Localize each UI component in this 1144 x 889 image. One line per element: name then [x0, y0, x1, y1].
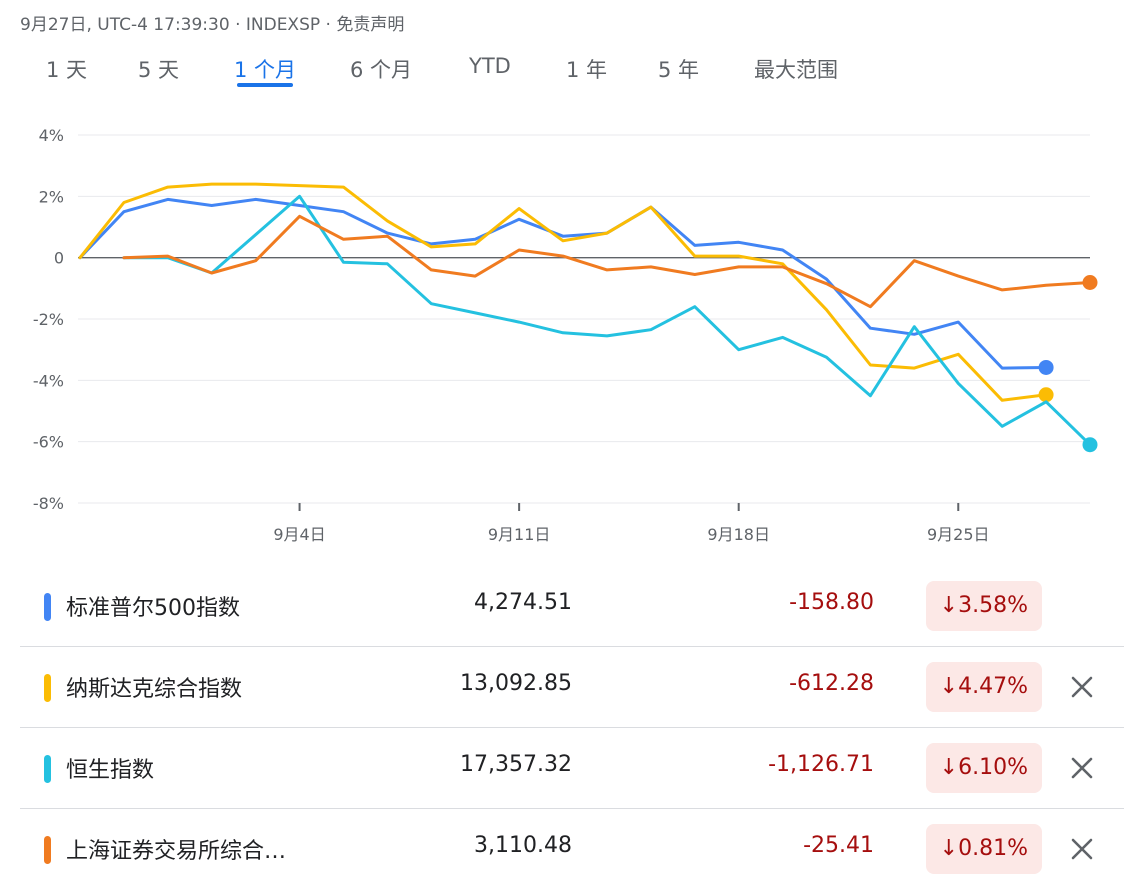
tab-range-4[interactable]: YTD [469, 54, 511, 78]
percent-change-badge: ↓0.81% [925, 824, 1042, 874]
series-endpoint-nasdaq [1038, 387, 1054, 403]
y-tick-label: -4% [33, 371, 64, 390]
y-tick-label: -6% [33, 433, 64, 452]
percent-change-badge: ↓6.10% [925, 743, 1042, 793]
y-tick-label: 4% [39, 126, 64, 145]
tab-range-1[interactable]: 5 天 [138, 58, 180, 82]
series-endpoint-shanghai [1082, 275, 1098, 291]
tab-range-7[interactable]: 最大范围 [754, 58, 838, 82]
index-value: 3,110.48 [474, 833, 572, 858]
header-meta: 9月27日, UTC-4 17:39:30 · INDEXSP · 免责声明 [20, 15, 405, 35]
series-line-nasdaq [78, 182, 1048, 402]
series-endpoint-hangseng [1082, 437, 1098, 453]
index-name: 纳斯达克综合指数 [66, 677, 243, 702]
index-value: 4,274.51 [474, 590, 572, 615]
tab-range-0[interactable]: 1 天 [46, 58, 88, 82]
index-row[interactable]: 标准普尔500指数 4,274.51 -158.80 ↓3.58% [20, 566, 1124, 647]
index-name: 标准普尔500指数 [66, 596, 240, 621]
tab-range-2[interactable]: 1 个月 [234, 58, 297, 82]
index-change: -612.28 [789, 671, 874, 696]
index-change: -1,126.71 [768, 752, 874, 777]
tab-range-3[interactable]: 6 个月 [350, 58, 413, 82]
remove-comparison-button[interactable] [1068, 754, 1096, 782]
index-list: 标准普尔500指数 4,274.51 -158.80 ↓3.58% 纳斯达克综合指数 13… [20, 566, 1124, 889]
close-icon [1071, 757, 1093, 779]
y-tick-label: 2% [39, 187, 64, 206]
series-color-swatch [44, 836, 51, 864]
index-row[interactable]: 上海证券交易所综合… 3,110.48 -25.41 ↓0.81% [20, 809, 1124, 889]
remove-comparison-button[interactable] [1068, 673, 1096, 701]
active-tab-indicator [237, 83, 293, 87]
index-value: 17,357.32 [460, 752, 572, 777]
index-change: -25.41 [803, 833, 874, 858]
series-color-swatch [44, 755, 51, 783]
range-tabs: 1 天 5 天 1 个月 6 个月 YTD 1 年 5 年 最大范围 [0, 50, 1144, 90]
y-tick-label: -2% [33, 310, 64, 329]
index-name: 上海证券交易所综合… [66, 839, 287, 864]
tab-range-5[interactable]: 1 年 [566, 58, 608, 82]
index-row[interactable]: 恒生指数 17,357.32 -1,126.71 ↓6.10% [20, 728, 1124, 809]
x-tick-label: 9月25日 [927, 525, 990, 544]
x-tick-label: 9月18日 [707, 525, 770, 544]
x-tick-label: 9月11日 [488, 525, 551, 544]
series-endpoint-sp500 [1038, 359, 1054, 375]
percent-change-badge: ↓3.58% [925, 581, 1042, 631]
series-color-swatch [44, 593, 51, 621]
close-icon [1071, 838, 1093, 860]
percent-change-badge: ↓4.47% [925, 662, 1042, 712]
series-color-swatch [44, 674, 51, 702]
tab-range-6[interactable]: 5 年 [658, 58, 700, 82]
index-row[interactable]: 纳斯达克综合指数 13,092.85 -612.28 ↓4.47% [20, 647, 1124, 728]
series-line-sp500 [78, 197, 1048, 370]
index-change: -158.80 [789, 590, 874, 615]
index-name: 恒生指数 [66, 758, 155, 783]
close-icon [1071, 676, 1093, 698]
remove-comparison-button[interactable] [1068, 835, 1096, 863]
x-tick-label: 9月4日 [273, 525, 325, 544]
index-value: 13,092.85 [460, 671, 572, 696]
y-tick-label: -8% [33, 494, 64, 513]
y-tick-label: 0 [54, 249, 64, 268]
comparison-line-chart: 4% 2% 0 -2% -4% -6% -8% 9月4日 9月11日 9月18日 9月25日 [33, 126, 1098, 544]
series-line-shanghai [122, 214, 1092, 309]
